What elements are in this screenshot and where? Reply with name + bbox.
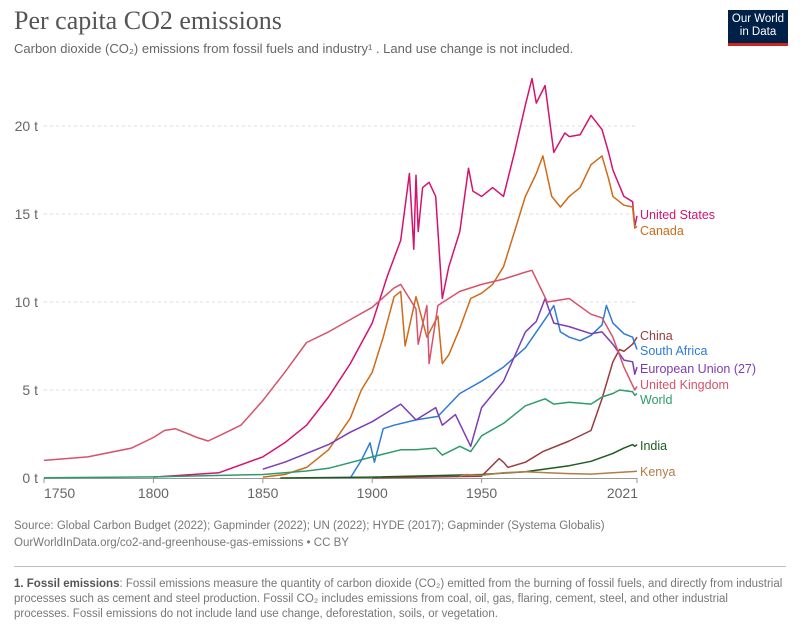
series-line-world: [43, 389, 638, 479]
series-line-china: [372, 336, 638, 479]
series-label-world: World: [640, 393, 672, 407]
y-tick-label: 10 t: [15, 294, 38, 310]
footnote-text: : Fossil emissions measure the quantity …: [14, 578, 783, 620]
series-label-canada: Canada: [640, 224, 684, 238]
series-line-south-africa: [349, 304, 638, 479]
divider: [14, 566, 786, 567]
y-tick-label: 0 t: [22, 470, 38, 486]
y-tick-label: 5 t: [22, 382, 38, 398]
chart-title: Per capita CO2 emissions: [14, 6, 282, 35]
series-label-china: China: [640, 329, 673, 343]
x-tick-label: 1950: [466, 485, 497, 500]
series-line-european-union-27: [262, 297, 638, 470]
chart-subtitle: Carbon dioxide (CO₂) emissions from foss…: [14, 41, 574, 56]
series-line-united-kingdom: [43, 269, 638, 462]
series-line-canada: [262, 155, 638, 478]
footnote-heading: 1. Fossil emissions: [14, 578, 120, 590]
series-line-kenya: [459, 470, 638, 477]
y-tick-label: 15 t: [15, 206, 38, 222]
series-label-united-kingdom: United Kingdom: [640, 378, 729, 392]
source-url[interactable]: OurWorldInData.org/co2-and-greenhouse-ga…: [14, 537, 349, 549]
series-label-south-africa: South Africa: [640, 344, 707, 358]
series-label-european-union-27: European Union (27): [640, 362, 756, 376]
owid-logo[interactable]: Our World in Data: [728, 10, 788, 46]
series-label-united-states: United States: [640, 208, 715, 222]
x-tick-label: 1750: [44, 485, 75, 500]
series-line-india: [280, 443, 638, 479]
footnote: 1. Fossil emissions: Fossil emissions me…: [14, 577, 784, 622]
series-label-kenya: Kenya: [640, 465, 675, 479]
line-chart: 0 t 5 t 10 t 15 t 20 t 1750 1800 1850 1900 1950 20…: [15, 77, 756, 500]
source-text: Source: Global Carbon Budget (2022); Gap…: [14, 520, 605, 532]
y-tick-label: 20 t: [15, 118, 38, 134]
series-line-united-states: [153, 77, 638, 478]
x-tick-label: 1800: [138, 485, 169, 500]
x-tick-label: 1900: [357, 485, 388, 500]
x-tick-label: 2021: [607, 485, 638, 500]
x-tick-label: 1850: [247, 485, 278, 500]
series-label-india: India: [640, 439, 667, 453]
